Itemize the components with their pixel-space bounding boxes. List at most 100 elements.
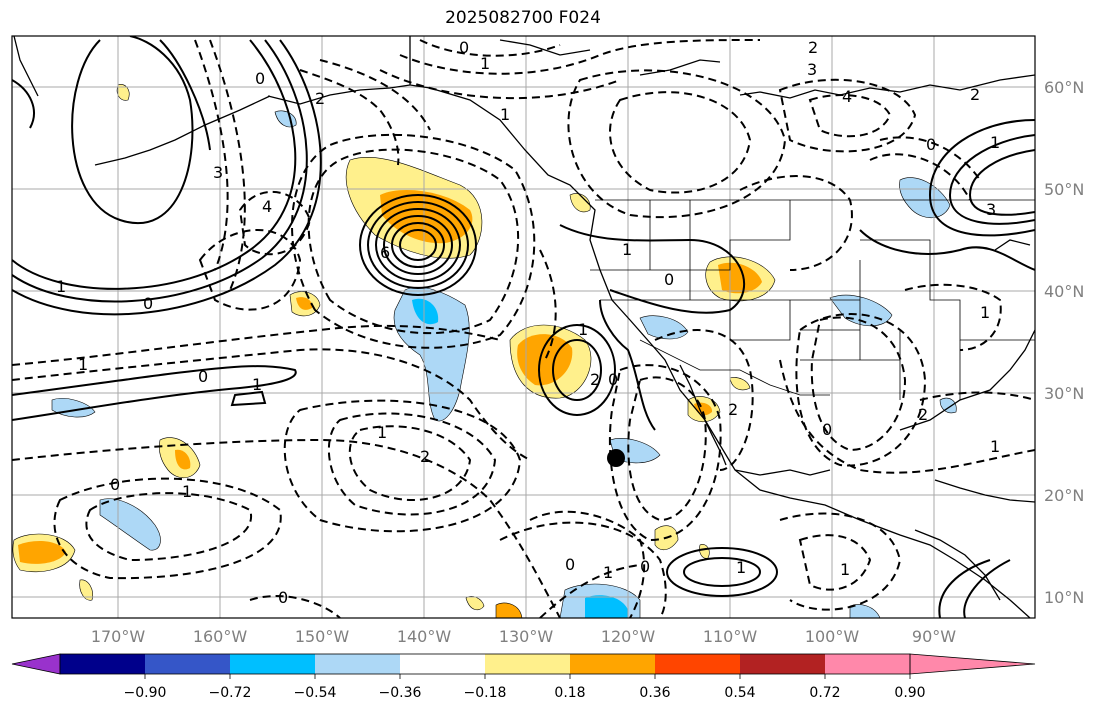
lat-label: 60°N — [1044, 78, 1084, 97]
contour-label: 1 — [622, 240, 632, 259]
contour-dashed — [810, 316, 907, 452]
contour-label: 1 — [578, 320, 588, 339]
lat-label: 30°N — [1044, 384, 1084, 403]
contour-label: 2 — [918, 405, 928, 424]
colorbar-segment — [230, 654, 315, 674]
contour-label: 1 — [736, 558, 746, 577]
contour-label: 1 — [252, 375, 262, 394]
contour-dashed — [419, 39, 561, 57]
contour-dashed — [85, 492, 253, 562]
contour-dashed — [327, 412, 497, 516]
contour-label: 2 — [970, 85, 980, 104]
contour-dashed — [319, 59, 431, 131]
contour-dashed — [609, 91, 752, 194]
contour-label: 0 — [459, 38, 469, 57]
contour-solid — [599, 299, 656, 431]
contour-label: 2 — [808, 38, 818, 57]
contour-dashed — [53, 477, 282, 580]
contour-dashed — [904, 283, 1002, 351]
contour-solid — [666, 547, 778, 597]
positive-anomaly-region — [495, 602, 523, 618]
contour-dashed — [198, 229, 302, 311]
contour-solid — [12, 365, 297, 421]
contour-label: 0 — [664, 270, 674, 289]
contour-label: 0 — [565, 555, 575, 574]
contour-dashed — [567, 69, 787, 219]
lon-label: 100°W — [805, 627, 860, 646]
contour-label: 1 — [990, 437, 1000, 456]
contour-dashed — [209, 39, 246, 291]
colorbar-tick-label: −0.72 — [209, 685, 252, 701]
contour-label: 0 — [640, 557, 650, 576]
contour-solid — [938, 559, 991, 618]
contour-dashed — [778, 78, 917, 153]
contour-solid — [963, 559, 1011, 618]
contour-label: 3 — [213, 163, 223, 182]
contour-label: 0 — [143, 294, 153, 313]
contour-dashed — [299, 69, 400, 166]
colorbar-tick-label: 0.18 — [554, 685, 585, 701]
lat-label: 50°N — [1044, 180, 1084, 199]
contour-dashed — [919, 391, 1035, 401]
lon-label: 170°W — [91, 627, 146, 646]
contour-label: 1 — [990, 133, 1000, 152]
colorbar-segment — [400, 654, 485, 674]
contour-solid — [71, 36, 194, 224]
positive-anomaly-core — [175, 449, 191, 470]
colorbar-segment — [655, 654, 740, 674]
contour-solid — [159, 39, 211, 151]
contour-dashed — [529, 510, 646, 618]
contour-label: 1 — [980, 303, 990, 322]
contour-label: 2 — [728, 400, 738, 419]
lat-label: 40°N — [1044, 282, 1084, 301]
colorbar-segment — [60, 654, 145, 674]
contour-dashed — [869, 153, 971, 201]
negative-anomaly-region — [639, 315, 689, 340]
contour-solid — [367, 201, 469, 289]
colorbar-tick-label: 0.36 — [639, 685, 670, 701]
contour-dashed — [12, 348, 531, 461]
contour-dashed — [627, 376, 707, 522]
contour-solid — [359, 194, 477, 296]
positive-anomaly-region — [729, 377, 751, 391]
contour-dashed — [779, 512, 902, 611]
contour-label: 1 — [56, 277, 66, 296]
contour-label: 1 — [78, 355, 88, 374]
black-dot-marker — [607, 449, 625, 467]
lat-label: 10°N — [1044, 588, 1084, 607]
contour-dashed — [291, 133, 536, 349]
colorbar: −0.90 −0.72 −0.54 −0.36 −0.18 0.18 0.36 … — [11, 653, 1036, 701]
contour-label: 1 — [840, 560, 850, 579]
contour-label: 1 — [500, 105, 510, 124]
contour-label: 0 — [255, 69, 265, 88]
contour-solid — [928, 119, 1035, 237]
contour-dashed — [739, 175, 853, 271]
contour-label: 2 — [590, 370, 600, 389]
contour-label: 4 — [262, 197, 272, 216]
contour-lines — [12, 36, 1035, 618]
contour-dashed — [379, 69, 621, 100]
contour-dashed — [12, 438, 561, 618]
contour-label: 0 — [278, 588, 288, 607]
contour-dashed — [795, 313, 927, 467]
negative-anomaly-core — [412, 298, 439, 325]
contour-label: 2 — [315, 89, 325, 108]
lon-label: 130°W — [499, 627, 554, 646]
contour-solid — [391, 222, 445, 268]
colorbar-segment — [825, 654, 910, 674]
contour-dashed — [808, 94, 892, 138]
lon-label: 160°W — [193, 627, 248, 646]
lon-label: 120°W — [601, 627, 656, 646]
contour-label: 1 — [480, 54, 490, 73]
contour-solid — [859, 229, 1035, 271]
contour-dashed — [283, 399, 522, 533]
contour-dashed — [779, 359, 1035, 474]
contour-dashed — [12, 324, 501, 366]
positive-anomaly-region — [79, 579, 93, 601]
contour-labels: 0 1 2 3 0 2 1 3 4 4 2 0 1 6 1 1 1 1 0 0 … — [56, 38, 1000, 607]
colorbar-extend-min — [11, 653, 61, 675]
colorbar-tick-label: −0.18 — [464, 685, 507, 701]
contour-label: 2 — [420, 447, 430, 466]
contour-solid — [948, 134, 1035, 225]
